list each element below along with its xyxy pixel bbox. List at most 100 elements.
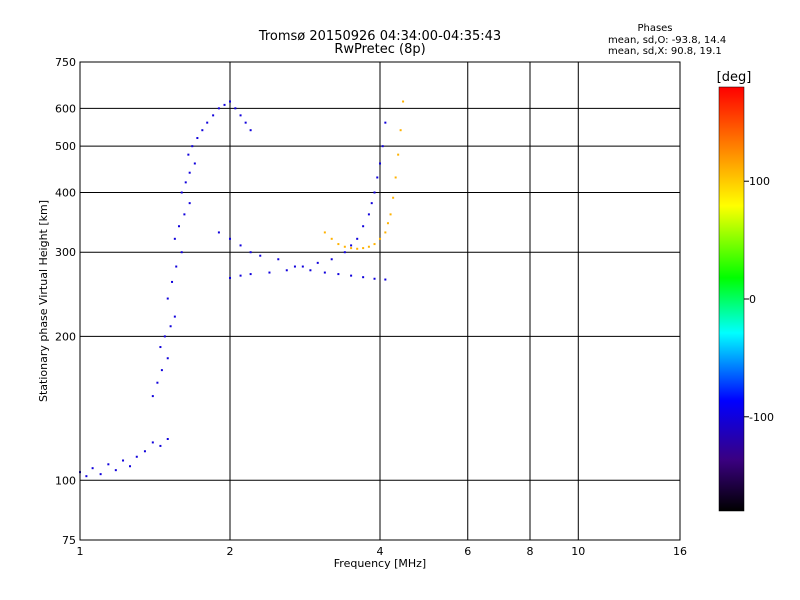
- data-point: [249, 251, 252, 254]
- data-point: [188, 171, 191, 174]
- data-point: [229, 276, 231, 279]
- data-point: [239, 274, 242, 277]
- data-point: [362, 247, 365, 250]
- data-point: [85, 475, 88, 478]
- data-point: [323, 271, 326, 274]
- data-point: [217, 231, 220, 234]
- colorbar-tick-label: 100: [749, 175, 770, 188]
- data-point: [362, 225, 365, 228]
- data-point: [350, 274, 353, 277]
- data-point: [379, 237, 381, 240]
- data-point: [169, 325, 172, 328]
- data-point: [330, 237, 333, 240]
- data-point: [244, 121, 247, 124]
- grid: [80, 62, 680, 540]
- data-point: [373, 243, 376, 246]
- data-point: [156, 381, 159, 384]
- data-point: [343, 251, 346, 254]
- data-point: [316, 261, 319, 264]
- data-point: [201, 129, 204, 132]
- chart-title: Tromsø 20150926 04:34:00-04:35:43: [258, 29, 501, 44]
- data-point: [384, 278, 387, 281]
- chart-subtitle: RwPretec (8p): [334, 42, 425, 57]
- data-point: [249, 129, 252, 132]
- colorbar-label: [deg]: [717, 70, 752, 85]
- data-point: [392, 196, 395, 199]
- y-tick-label: 400: [55, 186, 76, 199]
- y-axis: 750 600 500 400 300 200 100 75: [55, 56, 76, 547]
- data-point: [188, 202, 191, 205]
- x-tick-label: 4: [377, 545, 384, 558]
- data-point: [394, 176, 397, 179]
- data-point: [166, 437, 169, 440]
- data-point: [234, 107, 237, 110]
- data-point: [159, 444, 162, 447]
- data-point: [239, 114, 242, 117]
- data-point: [177, 225, 180, 228]
- data-point: [323, 231, 326, 234]
- data-point: [135, 455, 138, 458]
- data-point: [337, 273, 340, 276]
- y-tick-label: 300: [55, 246, 76, 259]
- data-point: [206, 121, 209, 124]
- data-point: [337, 243, 340, 246]
- data-point: [163, 335, 166, 338]
- y-tick-label: 200: [55, 330, 76, 343]
- data-point: [180, 251, 183, 254]
- data-point: [389, 213, 392, 216]
- data-point: [223, 103, 226, 106]
- data-point: [229, 237, 231, 240]
- data-point: [379, 162, 381, 165]
- data-point: [151, 395, 154, 398]
- data-point: [277, 258, 280, 261]
- data-point: [239, 244, 242, 247]
- data-point: [191, 145, 194, 148]
- x-tick-label: 16: [673, 545, 687, 558]
- colorbar: [718, 86, 745, 512]
- data-point: [293, 265, 296, 268]
- data-point: [384, 121, 387, 124]
- data-point: [249, 273, 252, 276]
- data-point: [107, 463, 110, 466]
- data-point: [143, 450, 146, 453]
- data-point: [180, 191, 183, 194]
- x-axis-label: Frequency [MHz]: [334, 557, 426, 570]
- y-tick-label: 100: [55, 474, 76, 487]
- data-point: [367, 213, 370, 216]
- data-point: [187, 153, 190, 156]
- y-tick-label: 75: [62, 534, 76, 547]
- data-point: [356, 247, 359, 250]
- data-point: [183, 213, 186, 216]
- data-point: [151, 441, 154, 444]
- data-point: [268, 271, 271, 274]
- data-point: [122, 459, 125, 462]
- data-point: [99, 473, 102, 476]
- data-point: [193, 162, 196, 165]
- data-point: [166, 297, 169, 300]
- y-axis-label: Stationary phase Virtual Height [km]: [37, 200, 50, 402]
- colorbar-tick-label: -100: [749, 411, 774, 424]
- data-point: [397, 153, 400, 156]
- x-tick-label: 6: [464, 545, 471, 558]
- plot-frame: [79, 61, 681, 541]
- data-point: [362, 276, 365, 279]
- data-point: [386, 222, 389, 225]
- data-point: [356, 237, 359, 240]
- data-point: [350, 244, 353, 247]
- y-tick-label: 500: [55, 140, 76, 153]
- data-point: [159, 346, 162, 349]
- data-point: [175, 265, 178, 268]
- data-point: [343, 245, 346, 248]
- data-point: [373, 191, 376, 194]
- data-point: [160, 369, 163, 372]
- data-point: [212, 114, 215, 117]
- data-point: [367, 245, 370, 248]
- data-point: [259, 254, 262, 257]
- colorbar-axis: 100 0 -100: [744, 175, 774, 424]
- colorbar-tick-label: 0: [749, 293, 756, 306]
- stats-o: mean, sd,O: -93.8, 14.4: [608, 35, 726, 46]
- x-tick-label: 8: [527, 545, 534, 558]
- y-tick-label: 600: [55, 102, 76, 115]
- data-points: [79, 100, 405, 478]
